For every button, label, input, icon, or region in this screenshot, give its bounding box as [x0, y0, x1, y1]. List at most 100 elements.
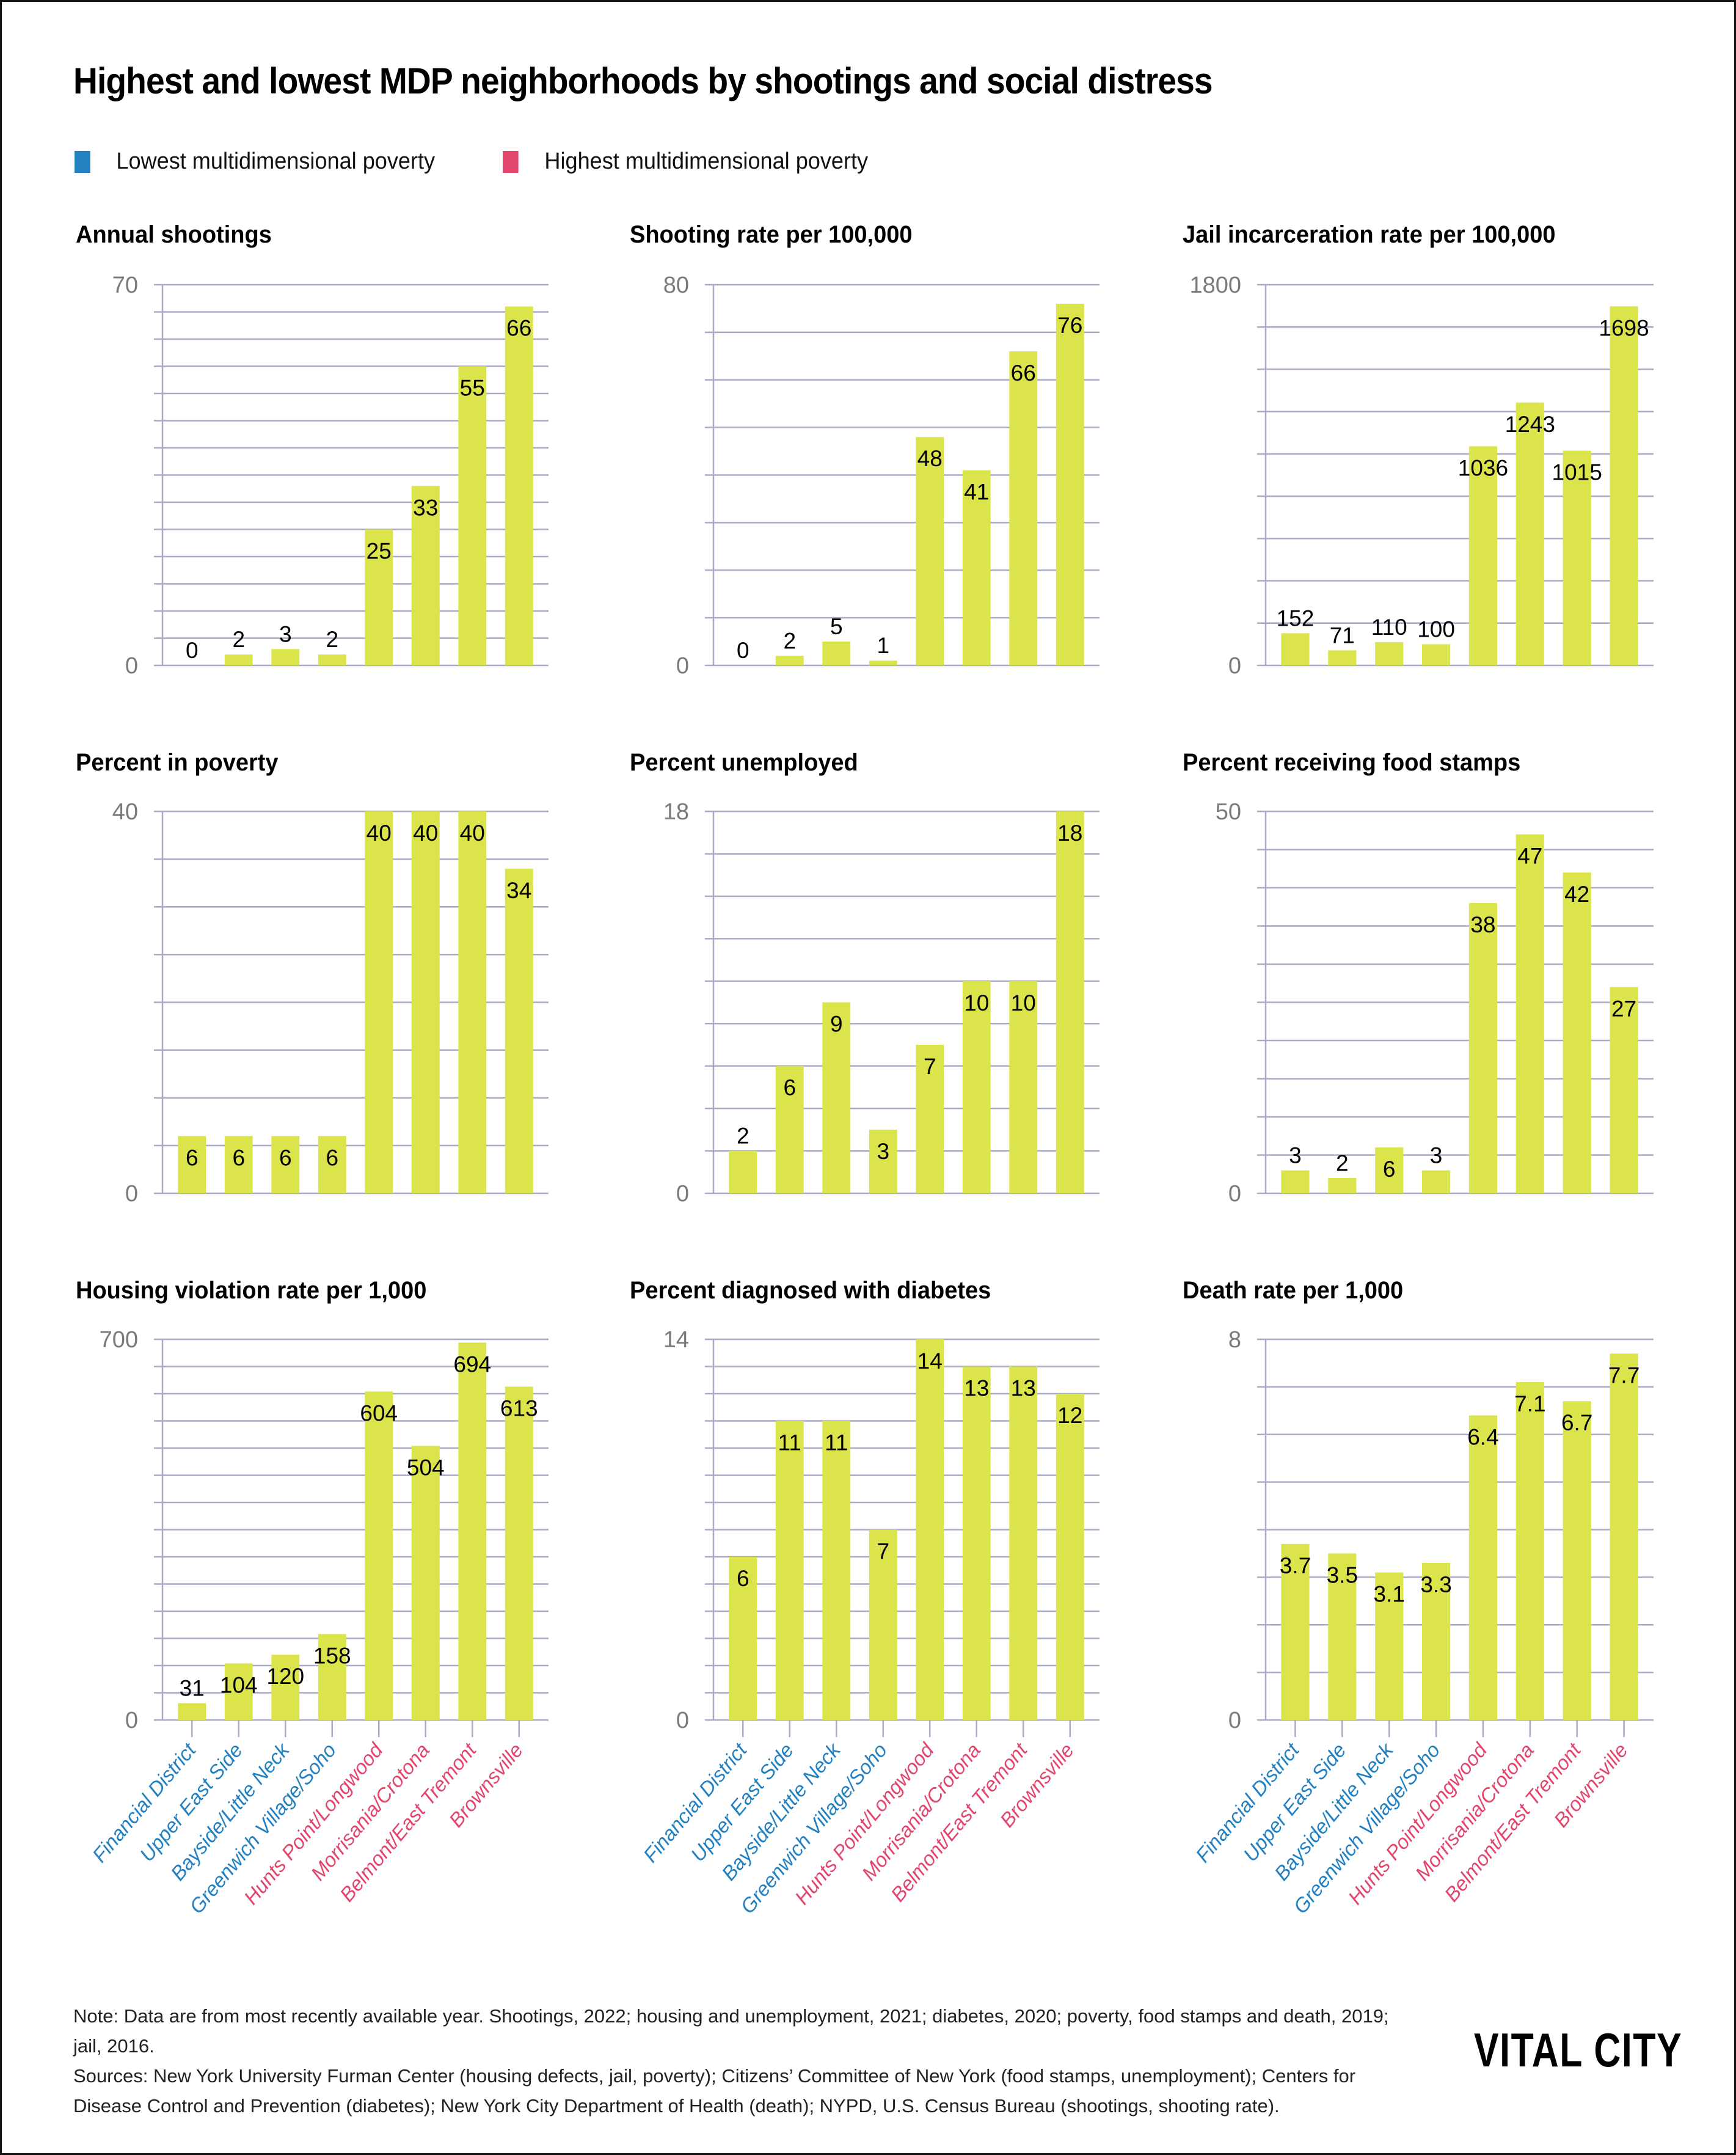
bar	[775, 1421, 804, 1720]
data-label: 7.1	[1514, 1391, 1545, 1416]
bar	[458, 811, 487, 1193]
bar	[411, 811, 440, 1193]
data-label: 2	[1336, 1151, 1349, 1176]
data-label: 104	[220, 1672, 258, 1697]
data-label: 40	[460, 821, 485, 846]
bar	[411, 486, 440, 665]
data-label: 47	[1517, 844, 1542, 869]
data-label: 33	[413, 495, 438, 520]
vital-city-logo: VITAL CITY	[1474, 2023, 1683, 2077]
data-label: 6	[737, 1566, 749, 1591]
data-label: 12	[1057, 1403, 1082, 1428]
data-label: 6	[186, 1145, 199, 1170]
bar	[916, 1044, 944, 1193]
data-label: 2	[737, 1124, 749, 1149]
bar	[271, 1655, 300, 1720]
data-label: 2	[326, 627, 338, 652]
data-label: 604	[360, 1400, 398, 1425]
chart-3: 0 1800 152 71 110 100 1036 1243 1015 1698	[1189, 273, 1654, 679]
data-label: 25	[367, 539, 392, 564]
bar	[822, 1421, 851, 1720]
y-tick-label: 700	[100, 1327, 138, 1353]
data-label: 6	[1383, 1157, 1396, 1182]
chart-title-unemployed: Percent unemployed	[630, 749, 858, 776]
bar	[1281, 1543, 1310, 1720]
bar	[869, 1129, 897, 1193]
bar	[729, 1151, 757, 1193]
data-label: 6	[326, 1145, 338, 1170]
bar	[1610, 1353, 1638, 1720]
y-tick-label: 0	[125, 1181, 138, 1207]
data-label: 6	[279, 1145, 292, 1170]
bar	[1281, 1170, 1310, 1193]
bar	[178, 1136, 206, 1193]
footnote: Note: Data are from most recently availa…	[73, 2001, 1405, 2121]
data-label: 76	[1057, 313, 1082, 338]
bar	[1375, 1147, 1404, 1193]
bar	[962, 1366, 991, 1720]
bar	[318, 1634, 346, 1720]
bar	[1610, 306, 1638, 665]
bar	[505, 868, 533, 1193]
y-tick-label: 80	[663, 273, 689, 298]
data-label: 66	[1011, 360, 1036, 386]
bar	[1056, 811, 1084, 1193]
data-label: 0	[737, 638, 749, 663]
data-label: 1	[877, 633, 889, 658]
data-label: 504	[407, 1455, 445, 1480]
bar	[365, 811, 393, 1193]
chart-5: 0 18 2 6 9 3 7 10 10 18	[663, 799, 1100, 1207]
data-label: 13	[1011, 1376, 1036, 1401]
bar	[1009, 351, 1038, 665]
bar	[962, 981, 991, 1193]
data-label: 9	[830, 1012, 843, 1037]
bar	[1056, 1394, 1084, 1720]
bar	[271, 649, 300, 665]
data-label: 71	[1330, 623, 1355, 648]
data-label: 5	[830, 614, 843, 639]
bar	[869, 1529, 897, 1720]
bar	[318, 1136, 346, 1193]
data-label: 158	[313, 1643, 351, 1668]
chart-title-annual-shootings: Annual shootings	[76, 221, 272, 248]
data-label: 18	[1057, 821, 1082, 846]
bar	[1009, 1366, 1038, 1720]
bar	[365, 1391, 393, 1720]
y-tick-label: 0	[125, 653, 138, 679]
legend-label-highest: Highest multidimensional poverty	[544, 148, 869, 174]
data-label: 10	[964, 990, 989, 1015]
bar	[916, 1339, 944, 1720]
data-label: 152	[1277, 606, 1315, 631]
data-label: 1036	[1458, 455, 1508, 480]
y-tick-label: 50	[1216, 799, 1241, 825]
y-tick-label: 40	[112, 799, 138, 825]
data-label: 41	[964, 480, 989, 505]
data-label: 40	[367, 821, 392, 846]
data-label: 110	[1371, 615, 1407, 640]
bar	[1468, 1415, 1497, 1720]
y-tick-label: 1800	[1189, 273, 1241, 298]
data-label: 40	[413, 821, 438, 846]
y-tick-label: 8	[1228, 1327, 1241, 1353]
data-label: 0	[186, 638, 199, 663]
chart-6: 0 50 3 2 6 3 38 47 42 27	[1216, 799, 1654, 1207]
bar	[1009, 981, 1038, 1193]
y-tick-label: 18	[663, 799, 689, 825]
bar	[505, 306, 533, 666]
bar	[1056, 304, 1084, 665]
bar	[224, 1663, 253, 1720]
data-label: 3	[279, 621, 292, 646]
bar	[1468, 446, 1497, 665]
bar	[729, 1557, 757, 1720]
bar	[1328, 650, 1357, 665]
chart-title-housing-violations: Housing violation rate per 1,000	[76, 1277, 427, 1304]
bar	[1563, 450, 1591, 665]
data-label: 613	[500, 1396, 538, 1421]
bar	[318, 654, 346, 665]
data-label: 6.7	[1561, 1410, 1592, 1435]
y-tick-label: 70	[112, 273, 138, 298]
data-label: 42	[1564, 882, 1589, 907]
legend-label-lowest: Lowest multidimensional poverty	[116, 148, 436, 174]
